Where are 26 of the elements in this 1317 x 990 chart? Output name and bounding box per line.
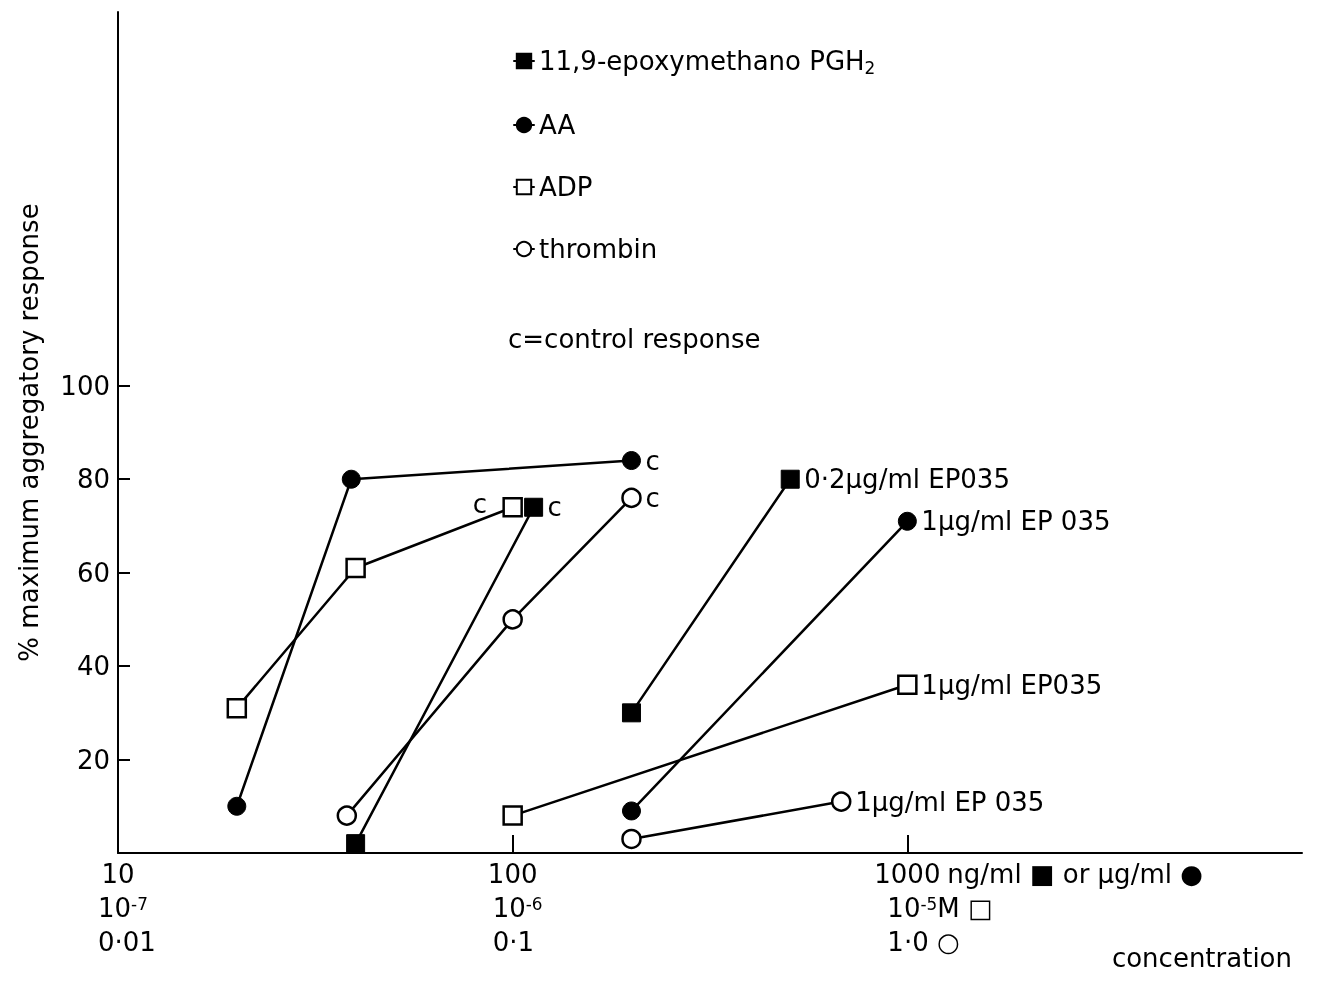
- x-tick-label: 100: [487, 859, 538, 889]
- text: 1·0 ○: [887, 927, 960, 957]
- annotation: 1µg/ml EP 035: [855, 786, 1045, 817]
- y-tick-label: 20: [76, 744, 110, 775]
- annotation: c: [547, 492, 562, 523]
- annotation: c: [645, 445, 660, 476]
- annotation: c=control response: [508, 324, 761, 354]
- x-tick-label: 1000: [874, 859, 941, 889]
- legend-label: ADP: [539, 172, 593, 202]
- annotation: c: [645, 482, 660, 513]
- annotation: 1µg/ml EP 035: [921, 506, 1111, 537]
- y-tick-label: 60: [76, 557, 110, 588]
- y-tick-label: 40: [76, 651, 110, 682]
- annotation: 0·2µg/ml EP035: [804, 464, 1010, 495]
- y-axis-title: % maximum aggregatory response: [14, 203, 44, 662]
- annotation: 1µg/ml EP035: [921, 669, 1103, 700]
- text: 0·1: [492, 927, 535, 957]
- y-tick-label: 80: [76, 464, 110, 495]
- legend-label: thrombin: [539, 234, 658, 264]
- legend-label: AA: [539, 110, 576, 140]
- text: ng/ml ■ or µg/ml ●: [947, 859, 1203, 889]
- y-tick-label: 100: [60, 370, 110, 401]
- x-axis-title: concentration: [1111, 943, 1292, 973]
- annotation: c: [472, 489, 487, 520]
- text: 0·01: [98, 927, 156, 957]
- x-tick-label: 10: [101, 859, 135, 889]
